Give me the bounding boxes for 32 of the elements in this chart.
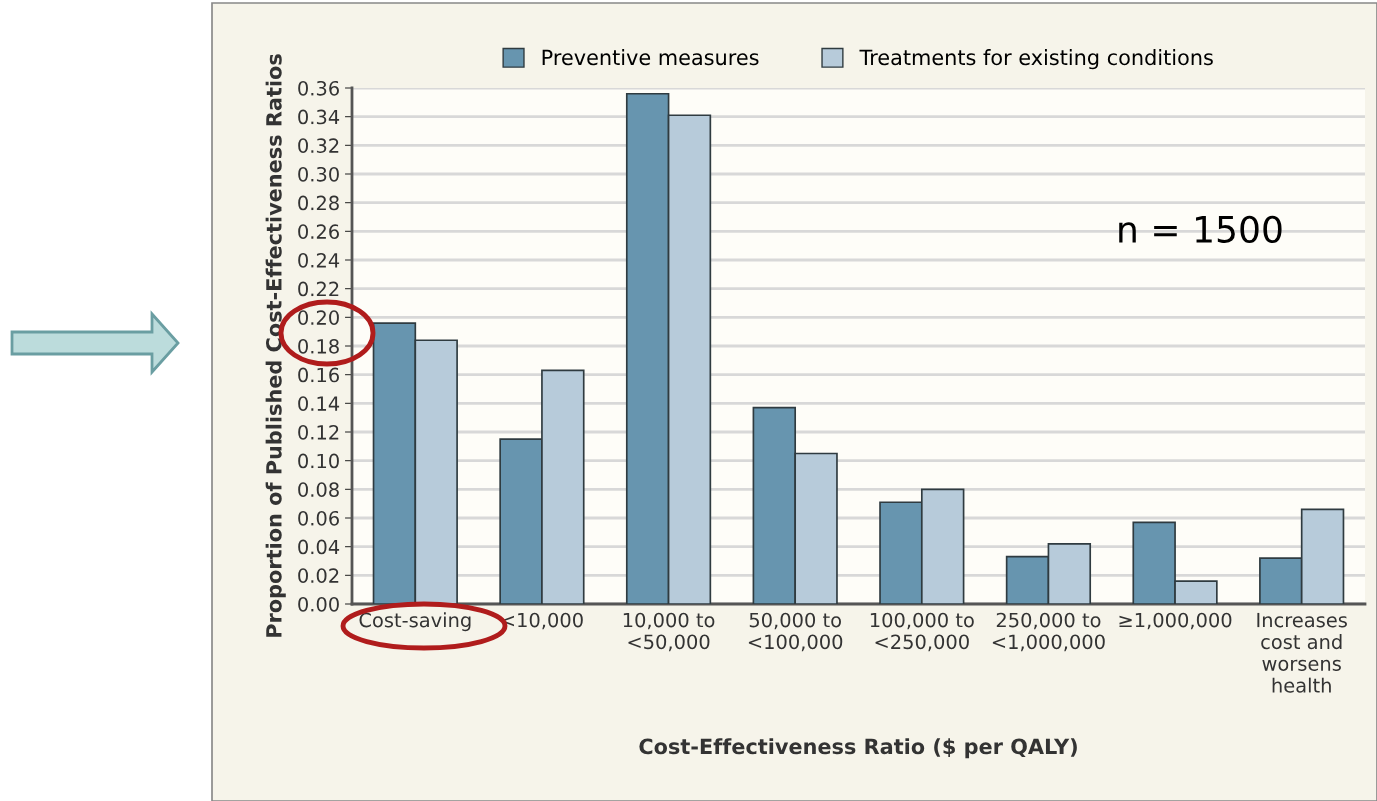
y-tick-label: 0.20 [298,310,339,325]
legend-label: Treatments for existing conditions [859,49,1213,70]
y-tick-label: 0.24 [298,252,340,268]
annotation: n = 1500 [1119,215,1282,243]
y-tick-label: 0.10 [298,453,339,469]
y-tick-label: 0.14 [298,396,340,411]
x-tick-label: Increases cost and worsens health [1257,612,1347,693]
x-tick-label: ≥1,000,000 [1119,612,1232,630]
y-tick-label: 0.16 [298,367,339,383]
y-tick-label: 0.12 [298,424,339,440]
y-tick-label: 0.00 [298,596,339,612]
y-axis-title: Proportion of Published Cost-Effectiveness Ratios [265,54,286,637]
y-tick-label: 0.30 [298,166,339,182]
x-tick-label: 250,000 to <1,000,000 [992,612,1105,652]
y-tick-label: 0.32 [298,138,339,153]
x-tick-label: 50,000 to <100,000 [748,612,843,652]
y-tick-label: 0.18 [298,338,339,354]
x-tick-label: <10,000 [501,612,583,630]
x-tick-label: Cost-saving [359,612,471,632]
y-tick-label: 0.26 [298,224,339,239]
y-tick-label: 0.04 [298,539,340,555]
y-tick-label: 0.02 [298,568,339,583]
y-tick-label: 0.22 [298,281,339,297]
x-tick-label: 10,000 to <50,000 [623,612,715,652]
y-tick-label: 0.28 [298,195,339,211]
y-tick-label: 0.34 [298,109,340,125]
y-tick-label: 0.08 [298,482,339,497]
x-axis-title: Cost-Effectiveness Ratio ($ per QALY) [639,738,1077,759]
x-tick-label: 100,000 to <250,000 [870,612,974,652]
y-tick-label: 0.06 [298,510,339,526]
y-tick-label: 0.36 [298,80,339,96]
legend-label: Preventive measures [542,49,759,66]
